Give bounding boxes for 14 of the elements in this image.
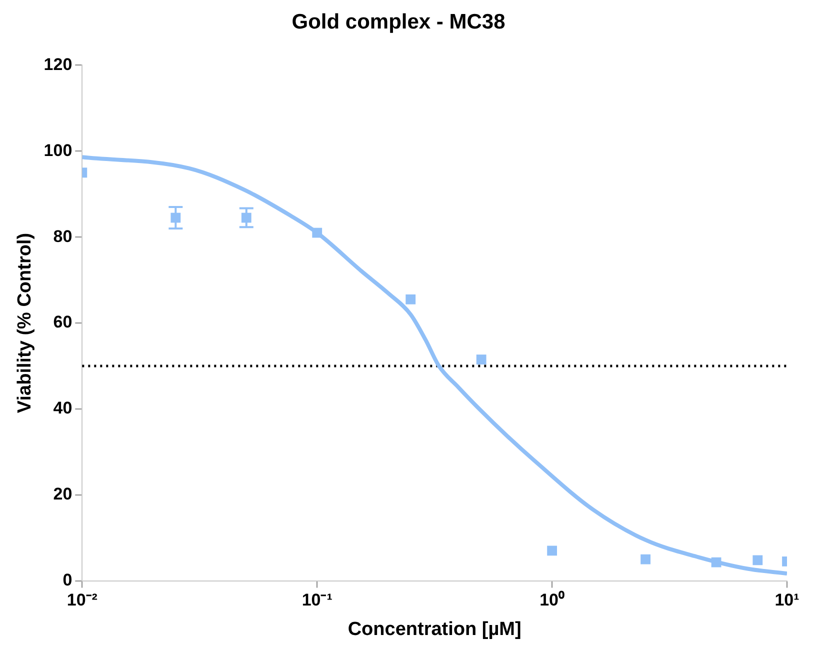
x-tick-label: 10⁰ — [540, 590, 565, 610]
y-tick-label: 80 — [53, 226, 72, 246]
x-tick-label: 10⁻¹ — [302, 590, 333, 610]
chart-title: Gold complex - MC38 — [292, 10, 506, 34]
x-tick-label: 10¹ — [774, 590, 800, 610]
y-tick-label: 60 — [53, 312, 72, 332]
y-tick-label: 100 — [44, 140, 72, 160]
y-axis-title: Viability (% Control) — [14, 232, 36, 414]
y-tick-label: 40 — [53, 398, 72, 418]
y-tick-label: 20 — [53, 484, 72, 504]
x-tick-label: 10⁻² — [66, 590, 98, 610]
y-tick-label: 120 — [44, 54, 72, 74]
x-axis-title: Concentration [µM] — [348, 618, 522, 640]
y-tick-label: 0 — [62, 570, 72, 590]
